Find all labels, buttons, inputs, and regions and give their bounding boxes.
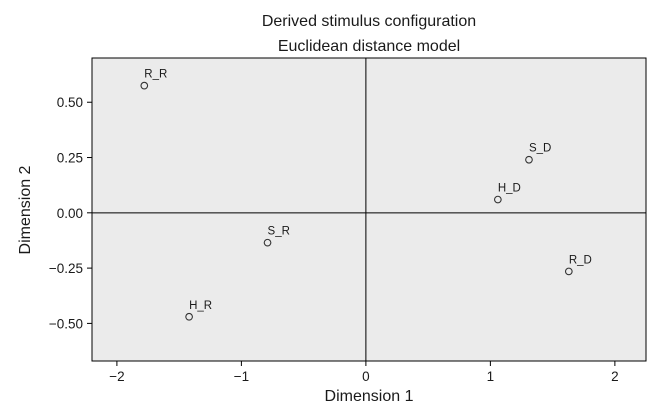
x-tick-label: 0 bbox=[362, 369, 370, 384]
plot-area bbox=[91, 57, 647, 362]
y-tick-label: 0.25 bbox=[57, 151, 83, 166]
data-point bbox=[564, 267, 573, 276]
chart-title: Derived stimulus configuration bbox=[262, 13, 476, 30]
y-axis-label: Dimension 2 bbox=[17, 165, 34, 254]
data-point-label: R_D bbox=[569, 254, 592, 266]
data-point bbox=[263, 238, 272, 247]
data-point-label: S_R bbox=[268, 226, 290, 238]
y-tick-label: 0.50 bbox=[57, 95, 83, 110]
data-point-label: S_D bbox=[529, 143, 551, 155]
x-tick-label: −1 bbox=[234, 369, 249, 384]
data-points: R_R S_D H_D S_R R_D H_R bbox=[140, 69, 592, 321]
data-point bbox=[185, 312, 193, 321]
chart-subtitle: Euclidean distance model bbox=[278, 38, 460, 55]
data-point bbox=[140, 81, 149, 90]
y-tick-label: −0.25 bbox=[49, 261, 83, 276]
reference-lines bbox=[92, 58, 646, 361]
y-tick-label: 0.00 bbox=[57, 206, 83, 221]
x-axis: −2 −1 0 1 2 bbox=[109, 361, 619, 384]
x-tick-label: 1 bbox=[487, 369, 495, 384]
data-point-label: H_R bbox=[189, 300, 212, 312]
data-point-label: R_R bbox=[144, 69, 167, 81]
y-tick-label: −0.50 bbox=[49, 316, 83, 331]
x-tick-label: 2 bbox=[611, 369, 619, 384]
data-point bbox=[494, 195, 502, 204]
x-tick-label: −2 bbox=[109, 369, 124, 384]
x-axis-label: Dimension 1 bbox=[325, 388, 414, 405]
y-axis: 0.50 0.25 0.00 −0.25 −0.50 bbox=[49, 95, 92, 331]
data-point bbox=[525, 155, 533, 164]
data-point-label: H_D bbox=[498, 183, 521, 195]
